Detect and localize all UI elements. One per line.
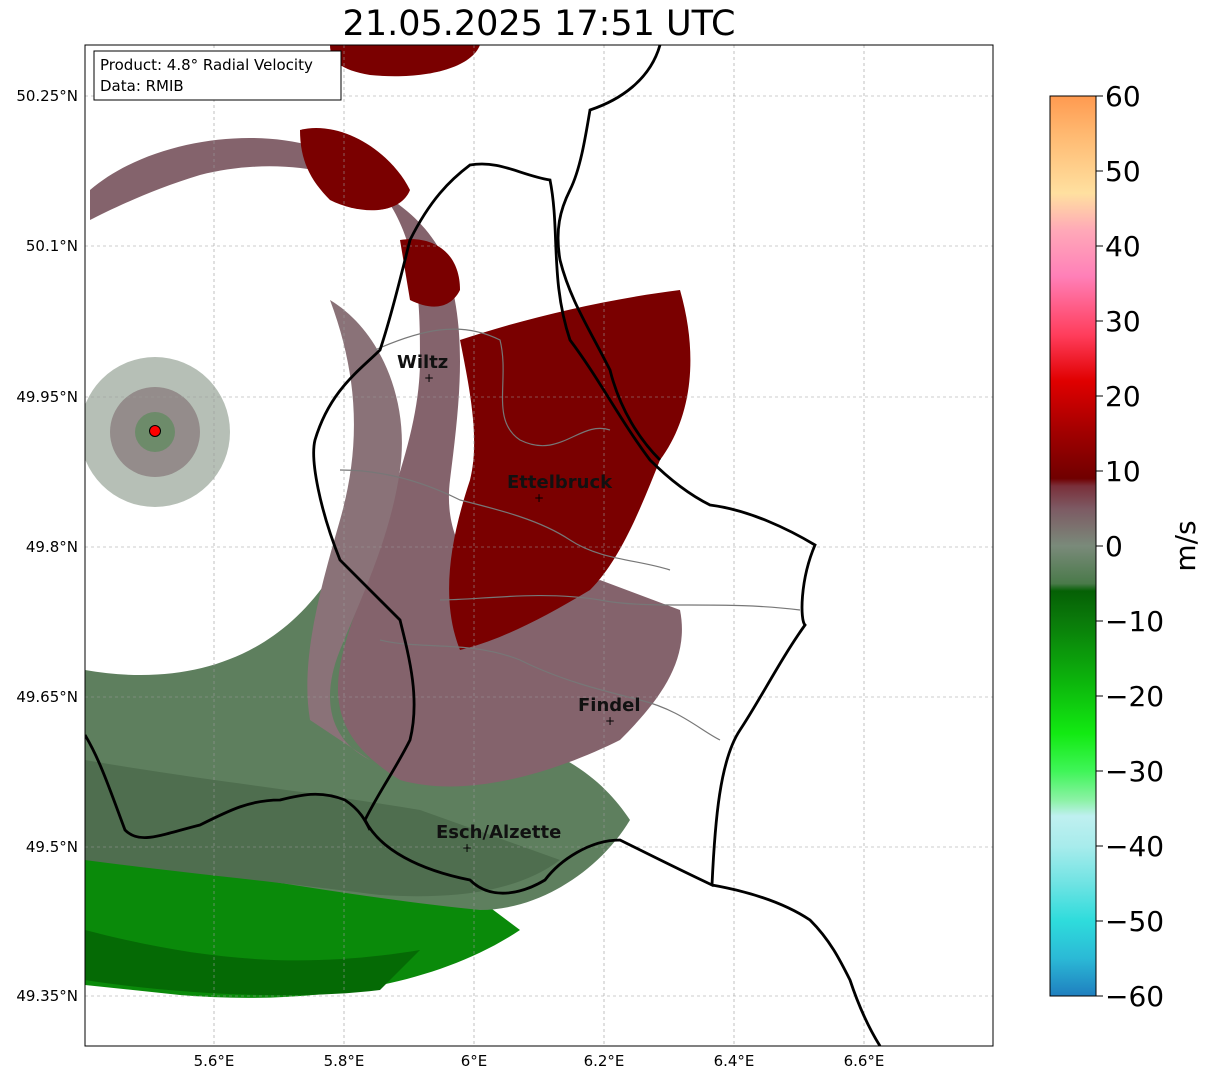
echo-darkgreen-south xyxy=(85,930,420,996)
colorbar-tick-label: 20 xyxy=(1105,380,1141,413)
city-wiltz: Wiltz + xyxy=(397,352,448,385)
echo-darkred-wiltz xyxy=(400,239,460,307)
colorbar-tick-label: 30 xyxy=(1105,305,1141,338)
city-label: Ettelbruck xyxy=(507,472,613,493)
colorbar-tick-label: 40 xyxy=(1105,230,1141,263)
echo-darkred-north xyxy=(300,128,410,211)
colorbar-tick-label: −10 xyxy=(1105,605,1164,638)
borders xyxy=(85,45,882,1046)
lat-tick-label: 50.1°N xyxy=(26,237,78,255)
map-title: 21.05.2025 17:51 UTC xyxy=(342,4,736,44)
lat-tick-label: 49.95°N xyxy=(16,388,78,406)
colorbar: 60 50 40 30 20 10 0 −10 −20 −30 −40 −50 −60 m/s xyxy=(1049,80,1202,1013)
lon-tick-label: 5.6°E xyxy=(194,1052,235,1070)
city-esch: Esch/Alzette + xyxy=(436,822,561,855)
lon-tick-label: 6.4°E xyxy=(714,1052,755,1070)
lon-tick-label: 6.6°E xyxy=(844,1052,885,1070)
luxembourg-border xyxy=(312,162,817,895)
echo-mauve xyxy=(90,137,682,787)
colorbar-ticks: 60 50 40 30 20 10 0 −10 −20 −30 −40 −50 −60 xyxy=(1096,80,1164,1013)
city-findel: Findel + xyxy=(578,695,641,728)
colorbar-unit-label: m/s xyxy=(1169,520,1202,571)
colorbar-bar xyxy=(1049,95,1097,997)
info-box: Product: 4.8° Radial Velocity Data: RMIB xyxy=(93,50,342,101)
lat-tick-label: 50.25°N xyxy=(16,87,78,105)
city-label: Wiltz xyxy=(397,352,448,373)
france-border xyxy=(85,734,882,1046)
lon-tick-label: 6.2°E xyxy=(584,1052,625,1070)
colorbar-tick-label: 60 xyxy=(1105,80,1141,113)
lat-tick-label: 49.5°N xyxy=(26,838,78,856)
colorbar-tick-label: −50 xyxy=(1105,905,1164,938)
lon-tick-label: 5.8°E xyxy=(324,1052,365,1070)
canton-boundaries xyxy=(339,328,801,741)
colorbar-tick-label: −20 xyxy=(1105,680,1164,713)
echo-mauve-light xyxy=(307,300,402,760)
city-ettelbruck: Ettelbruck + xyxy=(507,472,613,505)
colorbar-tick-label: 50 xyxy=(1105,155,1141,188)
echo-grey-green-dark xyxy=(85,760,560,897)
data-source-text: Data: RMIB xyxy=(100,77,184,95)
echo-darkred-top xyxy=(330,45,480,77)
colorbar-tick-label: −30 xyxy=(1105,755,1164,788)
germany-belgium-border xyxy=(556,45,662,461)
city-marker: + xyxy=(424,371,434,385)
city-label: Findel xyxy=(578,695,641,716)
lat-tick-label: 49.65°N xyxy=(16,688,78,706)
colorbar-tick-label: 10 xyxy=(1105,455,1141,488)
lon-axis: 5.6°E 5.8°E 6°E 6.2°E 6.4°E 6.6°E xyxy=(194,1052,885,1070)
colorbar-tick-label: −60 xyxy=(1105,980,1164,1013)
radar-site-marker xyxy=(149,425,161,437)
lat-tick-label: 49.35°N xyxy=(16,987,78,1005)
plot-frame xyxy=(84,44,994,1047)
city-marker: + xyxy=(605,714,615,728)
echo-darkred-core xyxy=(449,290,691,650)
colorbar-tick-label: 0 xyxy=(1105,530,1123,563)
city-label: Esch/Alzette xyxy=(436,822,561,843)
product-text: Product: 4.8° Radial Velocity xyxy=(100,56,313,74)
lat-tick-label: 49.8°N xyxy=(26,538,78,556)
colorbar-tick-label: −40 xyxy=(1105,830,1164,863)
city-marker: + xyxy=(462,841,472,855)
lon-tick-label: 6°E xyxy=(461,1052,488,1070)
radar-echoes xyxy=(85,45,691,998)
lat-axis: 50.25°N 50.1°N 49.95°N 49.8°N 49.65°N 49… xyxy=(16,87,78,1005)
city-marker: + xyxy=(534,491,544,505)
